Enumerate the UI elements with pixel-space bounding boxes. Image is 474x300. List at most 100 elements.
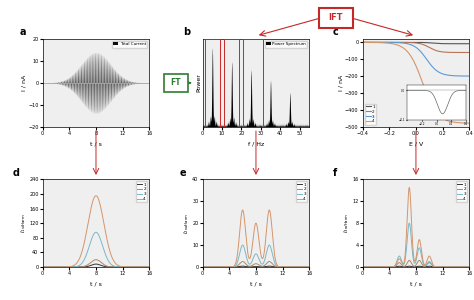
Line: 4: 4: [363, 42, 469, 123]
Line: 1: 1: [202, 266, 309, 267]
Legend: 1, 2, 3, 4: 1, 2, 3, 4: [136, 182, 147, 203]
3: [200, 265, 205, 269]
4: [412, 259, 418, 263]
2: [252, 262, 257, 266]
2: [144, 265, 149, 269]
1: [407, 40, 412, 44]
2: [409, 262, 414, 265]
Line: 4: 4: [202, 210, 309, 267]
Line: 4: 4: [43, 196, 149, 267]
2: [143, 265, 149, 269]
Text: c: c: [333, 28, 338, 38]
Y-axis label: Power: Power: [196, 74, 201, 92]
X-axis label: t / s: t / s: [90, 282, 102, 287]
3: [407, 43, 412, 46]
Text: b: b: [183, 28, 191, 38]
3: [124, 265, 129, 269]
3: [463, 265, 469, 269]
3: [445, 73, 451, 77]
1: [466, 42, 472, 46]
1: [284, 265, 290, 269]
Line: 3: 3: [43, 232, 149, 267]
3: [466, 74, 472, 78]
2: [407, 41, 412, 44]
4: [403, 48, 409, 52]
2: [444, 265, 449, 269]
2: [463, 265, 469, 269]
4: [284, 265, 290, 269]
3: [45, 265, 51, 269]
4: [249, 248, 255, 252]
1: [417, 264, 422, 268]
Line: 3: 3: [363, 42, 469, 76]
2: [40, 265, 46, 269]
2: [466, 265, 472, 269]
4: [433, 110, 439, 113]
1: [409, 265, 414, 268]
4: [240, 208, 246, 212]
Legend: Total Current: Total Current: [112, 41, 147, 48]
2: [89, 260, 94, 263]
3: [464, 265, 469, 269]
1: [466, 265, 472, 269]
Text: d: d: [13, 168, 20, 178]
2: [443, 50, 448, 54]
1: [444, 265, 449, 269]
3: [240, 243, 246, 247]
1: [360, 40, 365, 44]
4: [124, 265, 129, 269]
4: [200, 265, 205, 269]
4: [45, 265, 51, 269]
1: [411, 265, 417, 269]
1: [306, 265, 312, 269]
2: [303, 265, 309, 269]
3: [284, 265, 290, 269]
3: [303, 265, 309, 269]
4: [205, 265, 211, 269]
4: [303, 265, 309, 269]
Text: f: f: [333, 168, 337, 178]
Y-axis label: $I_{2ndHarm}$: $I_{2ndHarm}$: [182, 212, 191, 234]
1: [365, 265, 371, 269]
3: [91, 231, 97, 235]
3: [143, 265, 149, 269]
1: [144, 265, 149, 269]
1: [360, 265, 365, 269]
4: [360, 40, 365, 44]
2: [249, 264, 255, 268]
Text: FT: FT: [171, 78, 181, 87]
Y-axis label: I / nA: I / nA: [338, 75, 344, 91]
4: [365, 265, 371, 269]
4: [466, 265, 472, 269]
FancyBboxPatch shape: [164, 74, 188, 92]
Line: 3: 3: [363, 223, 469, 267]
Y-axis label: $I_{3rdHarm}$: $I_{3rdHarm}$: [342, 213, 351, 233]
1: [443, 42, 448, 46]
2: [360, 265, 365, 269]
1: [143, 265, 149, 269]
Y-axis label: I / nA: I / nA: [22, 75, 27, 91]
1: [403, 40, 409, 44]
2: [417, 259, 422, 262]
4: [466, 122, 472, 125]
2: [411, 264, 417, 268]
4: [406, 186, 412, 189]
1: [249, 265, 255, 268]
4: [146, 265, 152, 269]
1: [463, 265, 469, 269]
2: [200, 265, 205, 269]
4: [407, 52, 412, 56]
2: [466, 51, 472, 54]
2: [205, 265, 211, 269]
3: [360, 40, 365, 44]
4: [445, 119, 451, 122]
1: [464, 265, 469, 269]
4: [306, 265, 312, 269]
3: [146, 265, 152, 269]
2: [284, 265, 290, 269]
2: [360, 40, 365, 44]
3: [433, 68, 439, 72]
Y-axis label: $I_{1stHarm}$: $I_{1stHarm}$: [19, 213, 28, 233]
3: [406, 221, 412, 225]
3: [409, 242, 415, 246]
